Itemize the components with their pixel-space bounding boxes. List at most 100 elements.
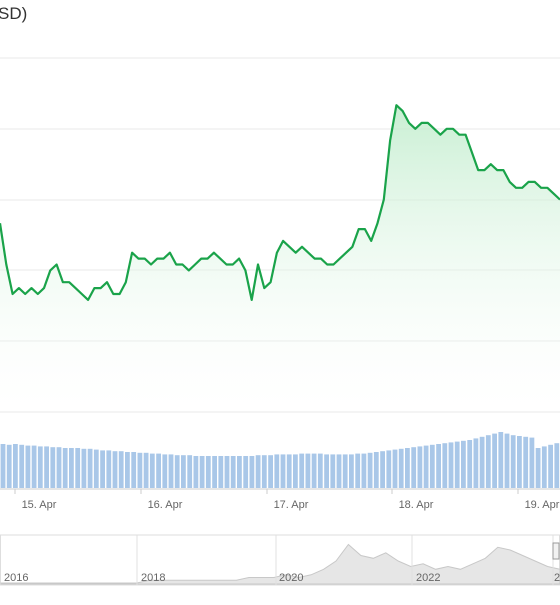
volume-bar [218,456,223,488]
volume-bar [243,456,248,488]
volume-bar [26,446,31,488]
volume-bar [455,442,460,488]
volume-bar [156,454,161,488]
volume-bar [343,454,348,488]
volume-bar [461,441,466,488]
volume-bar [517,436,522,488]
volume-bar [113,451,118,488]
volume-bar [399,449,404,488]
volume-bar [523,437,528,488]
volume-bar [554,443,559,488]
volume-bar [138,453,143,488]
volume-bar [424,446,429,488]
volume-bar [150,454,155,488]
x-tick-label: 17. Apr [274,499,309,511]
volume-bar [548,445,553,488]
volume-bar [119,451,124,488]
volume-bar [250,456,255,488]
volume-bar [380,451,385,488]
volume-bar [144,453,149,488]
volume-bar [281,454,286,488]
volume-bar [467,440,472,488]
x-axis: 15. Apr 16. Apr 17. Apr 18. Apr 19. Apr [0,489,560,511]
volume-bar [38,446,43,488]
volume-bar [1,444,6,488]
volume-bar [486,435,491,488]
volume-bar [262,455,267,488]
x-tick-label: 19. Apr [525,499,560,511]
volume-bar [19,445,24,488]
navigator-handle[interactable] [553,543,559,559]
volume-bar [206,456,211,488]
volume-bar [299,454,304,488]
volume-bar [411,447,416,488]
volume-bar [268,455,273,488]
chart-title: SD) [0,4,27,24]
volume-bar [393,450,398,488]
volume-bar [162,454,167,488]
volume-series [1,432,560,488]
volume-bar [505,434,510,488]
volume-bar [175,455,180,488]
volume-bar [231,456,236,488]
volume-bar [405,448,410,488]
volume-bar [106,450,111,488]
volume-bar [368,453,373,488]
volume-bar [306,454,311,488]
volume-bar [63,448,68,488]
volume-bar [200,456,205,488]
volume-bar [50,447,55,488]
volume-bar [187,455,192,488]
volume-bar [57,447,62,488]
x-tick-label: 15. Apr [22,499,57,511]
volume-bar [212,456,217,488]
navigator-tick-label: 2016 [4,572,28,584]
volume-bar [312,454,317,488]
x-tick-label: 16. Apr [148,499,183,511]
volume-bar [13,444,18,488]
volume-bar [293,454,298,488]
volume-bar [349,454,354,488]
price-series [0,105,560,412]
volume-bar [330,454,335,488]
volume-bar [449,442,454,488]
navigator-tick-label: 2 [554,572,560,584]
volume-bar [362,454,367,488]
volume-bar [324,454,329,488]
x-tick-label: 18. Apr [399,499,434,511]
volume-bar [131,452,136,488]
volume-bar [530,438,535,488]
volume-bar [511,435,516,488]
volume-bar [374,452,379,488]
volume-bar [442,443,447,488]
volume-bar [32,446,37,488]
volume-bar [256,455,261,488]
volume-bar [100,450,105,488]
volume-bar [355,454,360,488]
navigator-tick-label: 2022 [416,572,440,584]
volume-bar [75,448,80,488]
volume-bar [542,446,547,488]
volume-bar [69,448,74,488]
volume-bar [498,432,503,488]
volume-bar [7,445,12,488]
volume-bar [337,454,342,488]
volume-bar [318,454,323,488]
volume-bar [44,446,49,488]
volume-bar [536,448,541,488]
volume-bar [194,456,199,488]
volume-bar [480,437,485,488]
volume-bar [492,434,497,488]
volume-bar [169,454,174,488]
navigator-tick-label: 2018 [141,572,165,584]
volume-bar [88,449,93,488]
volume-bar [181,455,186,488]
volume-bar [125,452,130,488]
volume-bar [287,454,292,488]
volume-bar [474,438,479,488]
volume-bar [274,454,279,488]
price-area [0,105,560,412]
volume-bar [82,449,87,488]
